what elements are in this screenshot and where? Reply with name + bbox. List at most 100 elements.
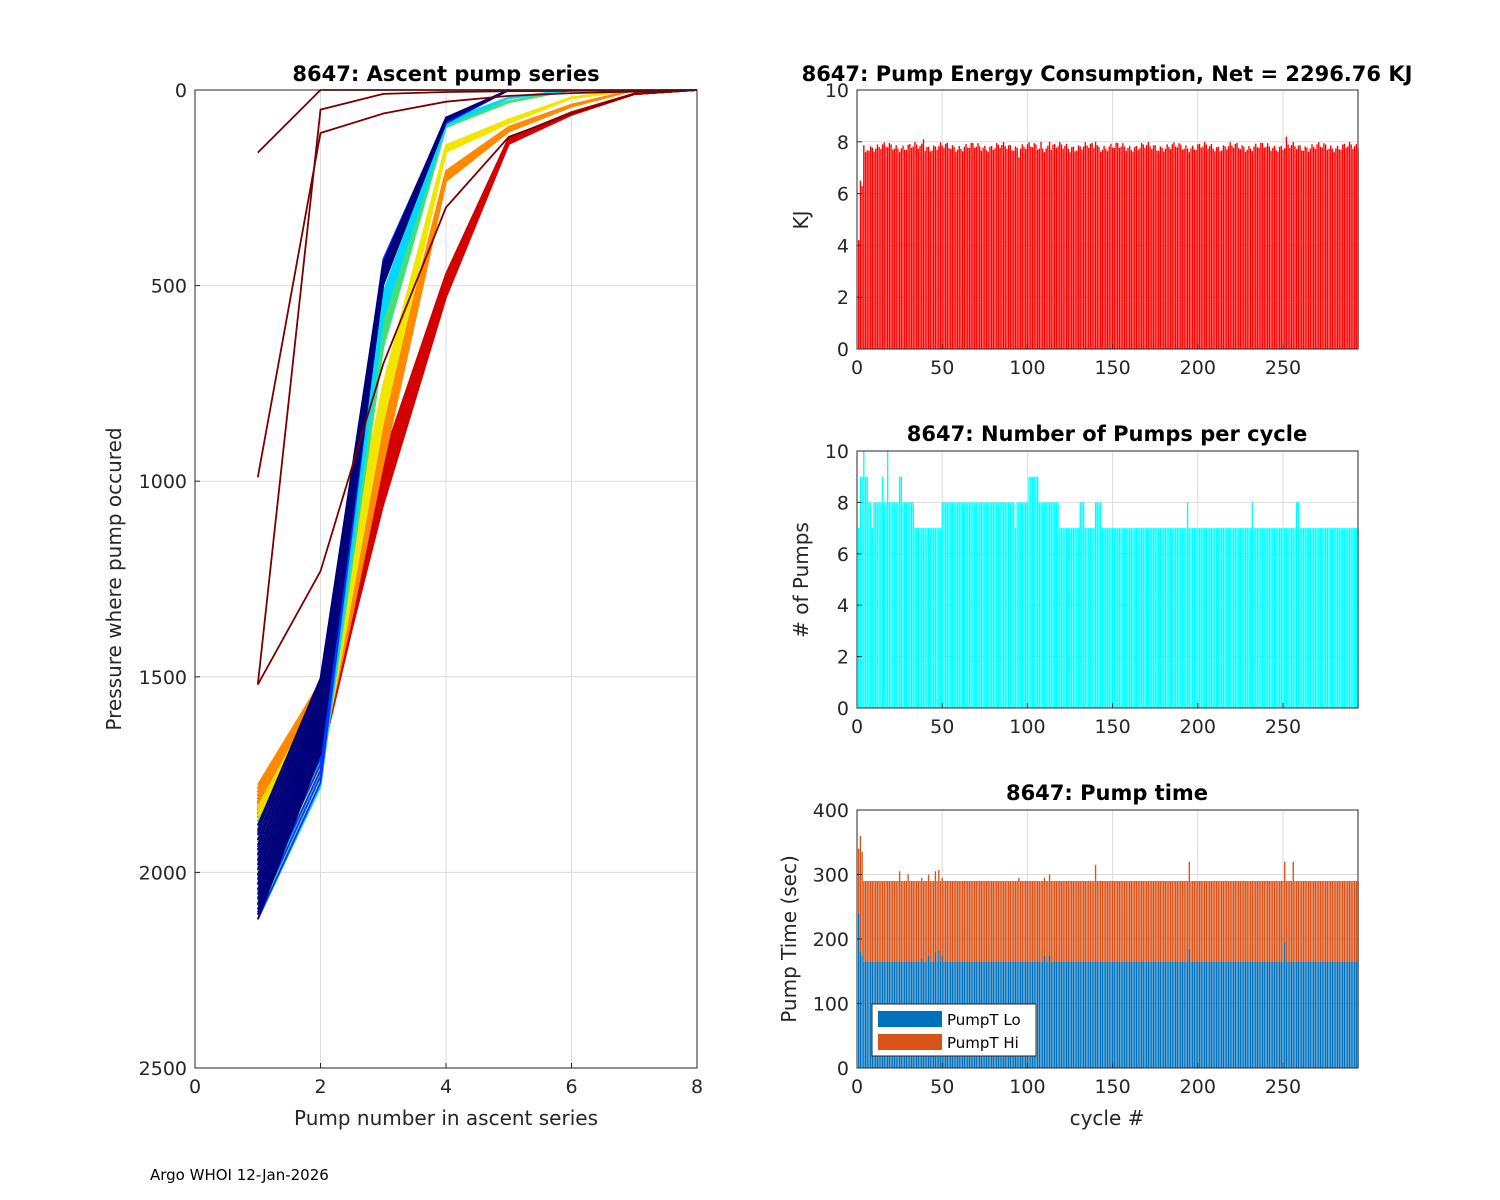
energy-bar bbox=[1313, 146, 1315, 349]
pump-time-hi-bar bbox=[1313, 880, 1315, 962]
num-pumps-tick-labels: 0 50 100 150 200 250 0 2 4 6 8 10 bbox=[825, 441, 1301, 738]
pump-time-hi-bar bbox=[1076, 880, 1078, 962]
pump-time-hi-bar bbox=[1284, 861, 1286, 943]
pump-time-hi-bar bbox=[960, 880, 962, 962]
num-pumps-bar bbox=[861, 476, 863, 708]
num-pumps-bar bbox=[1134, 528, 1136, 708]
ascent-ylabel: Pressure where pump occured bbox=[102, 427, 126, 730]
energy-title: 8647: Pump Energy Consumption, Net = 229… bbox=[802, 62, 1413, 86]
pump-time-lo-bar bbox=[1086, 961, 1088, 1068]
pump-time-lo-bar bbox=[1301, 961, 1303, 1068]
energy-bar bbox=[1331, 148, 1334, 349]
num-pumps-bar bbox=[939, 528, 942, 708]
energy-xtick-label: 0 bbox=[851, 357, 863, 379]
energy-bar bbox=[1159, 146, 1161, 349]
energy-bar bbox=[905, 150, 908, 349]
num-pumps-bar bbox=[910, 502, 913, 708]
energy-bar bbox=[880, 149, 882, 349]
num-pumps-bar bbox=[1287, 528, 1289, 708]
energy-bar bbox=[1355, 143, 1357, 349]
energy-ylabel: KJ bbox=[789, 210, 813, 229]
pump-time-lo-bar bbox=[1077, 961, 1080, 1068]
num-pumps-bar bbox=[1239, 528, 1242, 708]
pump-time-lo-bar bbox=[1190, 961, 1192, 1068]
energy-bar bbox=[869, 146, 872, 349]
energy-bar bbox=[1336, 145, 1339, 349]
num-pumps-bar bbox=[1178, 528, 1180, 708]
energy-bar bbox=[1261, 143, 1264, 349]
energy-bar bbox=[866, 150, 868, 349]
pump-time-lo-bar bbox=[1176, 961, 1179, 1068]
energy-bar bbox=[902, 145, 904, 349]
energy-bar bbox=[1195, 149, 1197, 349]
pump-time-hi-bar bbox=[1021, 880, 1023, 962]
pump-time-hi-bar bbox=[1335, 880, 1337, 962]
pump-time-hi-bar bbox=[1304, 880, 1306, 962]
pump-time-lo-bar bbox=[1352, 961, 1354, 1068]
pump-time-hi-bar bbox=[1294, 880, 1296, 962]
ascent-ytick-label: 2500 bbox=[139, 1058, 187, 1080]
pump-time-lo-bar bbox=[1047, 961, 1049, 1068]
energy-bar bbox=[914, 141, 916, 349]
energy-bar bbox=[997, 144, 1000, 349]
pump-time-hi-bar bbox=[1214, 880, 1216, 962]
pump-time-hi-bar bbox=[878, 880, 880, 962]
num-pumps-bar bbox=[1081, 502, 1083, 708]
pump-time-lo-bar bbox=[1081, 961, 1083, 1068]
num-pumps-bar bbox=[1043, 502, 1046, 708]
num-pumps-bar bbox=[1231, 528, 1233, 708]
num-pumps-bar bbox=[1082, 502, 1085, 708]
num-pumps-bar bbox=[1307, 528, 1310, 708]
energy-bar bbox=[915, 144, 918, 349]
ascent-series-line-navy bbox=[256, 89, 510, 920]
energy-bar bbox=[950, 148, 952, 349]
ascent-ytick-label: 2000 bbox=[139, 862, 187, 884]
energy-bar bbox=[1335, 148, 1337, 349]
pump-time-hi-bar bbox=[1301, 880, 1303, 962]
energy-bar bbox=[1147, 142, 1150, 349]
energy-bar bbox=[898, 152, 901, 349]
num-pumps-bar bbox=[1210, 528, 1213, 708]
energy-bar bbox=[996, 143, 998, 349]
pump-time-hi-bar bbox=[1190, 880, 1192, 962]
pump-time-hi-bar bbox=[873, 880, 875, 962]
num-pumps-bar bbox=[929, 528, 931, 708]
pump-time-lo-bar bbox=[1313, 961, 1315, 1068]
num-pumps-bar bbox=[1163, 528, 1165, 708]
num-pumps-bar bbox=[979, 502, 981, 708]
pump-time-lo-bar bbox=[1156, 961, 1158, 1068]
pump-time-hi-bar bbox=[1009, 880, 1012, 962]
pump-time-hi-bar bbox=[880, 880, 882, 962]
energy-bar bbox=[1050, 150, 1052, 349]
pump-time-lo-bar bbox=[1134, 961, 1136, 1068]
num-pumps-axes: 0 50 100 150 200 250 0 2 4 6 8 10 8647: Number of P… bbox=[789, 422, 1359, 738]
energy-bar bbox=[953, 146, 955, 349]
energy-ytick-label: 0 bbox=[837, 339, 849, 361]
pump-time-lo-bar bbox=[1157, 961, 1160, 1068]
pump-time-lo-bar bbox=[1209, 961, 1211, 1068]
pump-time-hi-bar bbox=[1159, 880, 1161, 962]
pump-time-hi-bar bbox=[1067, 880, 1069, 962]
pump-time-lo-bar bbox=[1203, 961, 1206, 1068]
num-pumps-bar bbox=[984, 502, 986, 708]
num-pumps-bar bbox=[1086, 528, 1088, 708]
num-pumps-bar bbox=[1301, 528, 1303, 708]
pump-time-lo-bar bbox=[1111, 961, 1114, 1068]
pump-time-hi-bar bbox=[1016, 880, 1018, 962]
pump-time-hi-bar bbox=[1331, 880, 1334, 962]
pump-time-ytick-label: 0 bbox=[837, 1058, 849, 1080]
num-pumps-bar bbox=[1038, 502, 1041, 708]
energy-bar bbox=[1238, 148, 1240, 349]
num-pumps-bar bbox=[1004, 502, 1006, 708]
energy-bar bbox=[1036, 149, 1039, 349]
num-pumps-bar bbox=[973, 502, 976, 708]
num-pumps-bar bbox=[1355, 528, 1357, 708]
energy-bar bbox=[1120, 146, 1122, 349]
num-pumps-bar bbox=[1321, 528, 1323, 708]
pump-time-lo-bar bbox=[1168, 961, 1170, 1068]
num-pumps-bar bbox=[1147, 528, 1150, 708]
num-pumps-bar bbox=[1263, 528, 1265, 708]
pump-time-xlabel: cycle # bbox=[1070, 1106, 1145, 1130]
pump-time-lo-bar bbox=[1105, 961, 1107, 1068]
energy-bar bbox=[1071, 147, 1073, 349]
